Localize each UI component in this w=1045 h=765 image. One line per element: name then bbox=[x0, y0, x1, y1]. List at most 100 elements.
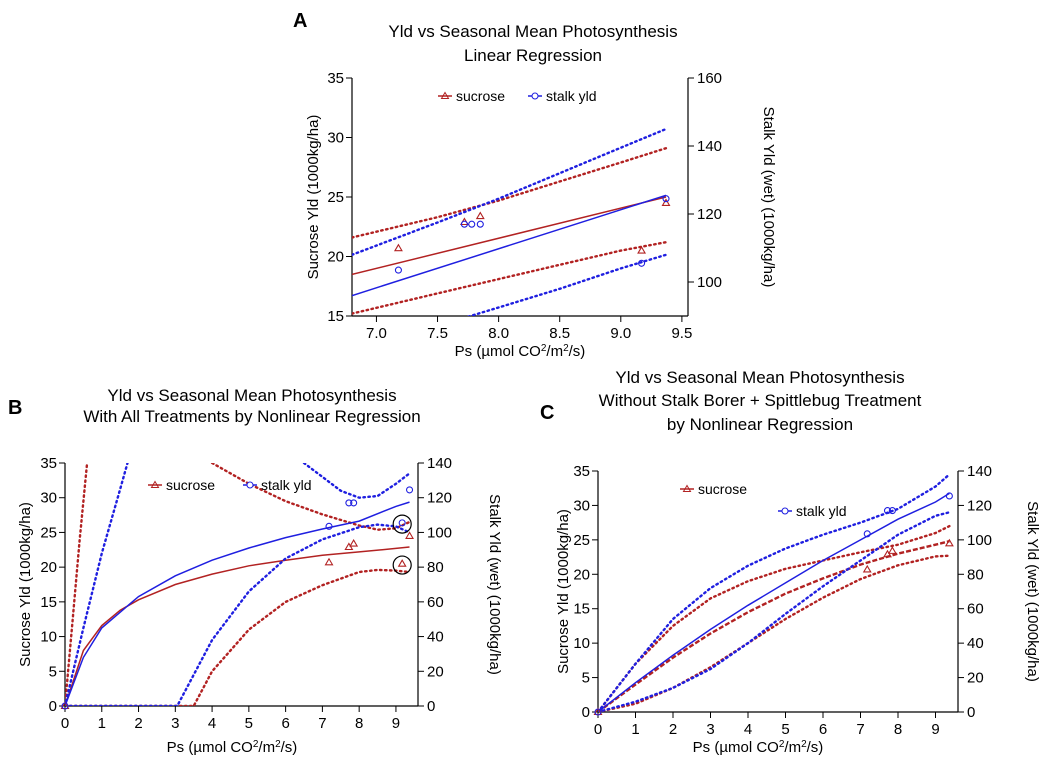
y-tick-label-left: 25 bbox=[40, 524, 57, 541]
x-tick-label: 1 bbox=[631, 721, 639, 738]
highlight-circle bbox=[392, 514, 412, 534]
stalk-ci-band bbox=[302, 463, 411, 499]
y-tick-label-left: 10 bbox=[573, 635, 590, 652]
y-tick-label-left: 10 bbox=[40, 629, 57, 646]
y-axis-label-left: Sucrose Yld (1000kg/ha) bbox=[305, 115, 322, 280]
stalk-point bbox=[325, 522, 333, 530]
sucrose-point bbox=[475, 211, 485, 220]
stalk-point bbox=[662, 195, 670, 203]
sucrose-point bbox=[637, 245, 647, 254]
legend-sucrose-marker bbox=[440, 91, 450, 99]
sucrose-ci-band bbox=[598, 524, 951, 712]
y-axis-label-right: Stalk Yld (wet) (1000kg/ha) bbox=[486, 494, 503, 675]
stalk-point bbox=[888, 507, 896, 515]
stalk-point bbox=[594, 708, 602, 716]
y-tick-label-left: 20 bbox=[327, 249, 344, 266]
y-tick-label-left: 30 bbox=[40, 490, 57, 507]
y-tick-label-right: 140 bbox=[427, 455, 452, 472]
y-tick-label-left: 25 bbox=[327, 189, 344, 206]
y-tick-label-left: 20 bbox=[573, 566, 590, 583]
x-tick-label: 4 bbox=[744, 721, 752, 738]
y-tick-label-left: 15 bbox=[327, 308, 344, 325]
y-tick-label-right: 100 bbox=[427, 524, 452, 541]
x-tick-label: 2 bbox=[134, 715, 142, 732]
y-tick-label-right: 140 bbox=[967, 463, 992, 480]
x-tick-label: 6 bbox=[281, 715, 289, 732]
x-tick-label: 5 bbox=[245, 715, 253, 732]
legend-sucrose-label: sucrose bbox=[456, 88, 505, 104]
y-axis-label-right: Stalk Yld (wet) (1000kg/ha) bbox=[760, 107, 777, 288]
y-tick-label-left: 20 bbox=[40, 559, 57, 576]
y-tick-label-left: 0 bbox=[49, 698, 57, 715]
x-tick-label: 7.0 bbox=[366, 325, 387, 342]
chart-title-line: With All Treatments by Nonlinear Regress… bbox=[83, 407, 420, 426]
x-tick-label: 0 bbox=[61, 715, 69, 732]
stalk-ci-band bbox=[65, 463, 129, 706]
y-axis-label-right: Stalk Yld (wet) (1000kg/ha) bbox=[1024, 501, 1041, 682]
stalk-point bbox=[345, 499, 353, 507]
y-tick-label-left: 15 bbox=[573, 601, 590, 618]
stalk-point bbox=[61, 702, 69, 710]
legend-sucrose-marker bbox=[682, 484, 692, 492]
y-tick-label-right: 40 bbox=[427, 629, 444, 646]
y-tick-label-right: 100 bbox=[697, 274, 722, 291]
sucrose-point bbox=[944, 538, 954, 547]
y-tick-label-right: 120 bbox=[427, 490, 452, 507]
sucrose-ci-band bbox=[65, 568, 411, 706]
sucrose-point bbox=[405, 531, 415, 539]
stalk-point bbox=[638, 259, 646, 267]
chart-title-line: Without Stalk Borer + Spittlebug Treatme… bbox=[599, 391, 922, 410]
stalk-point bbox=[405, 486, 414, 494]
x-tick-label: 9 bbox=[392, 715, 400, 732]
legend-stalk-marker bbox=[781, 507, 789, 515]
sucrose-point bbox=[397, 559, 407, 567]
stalk-ci-band bbox=[65, 523, 411, 706]
y-tick-label-right: 20 bbox=[427, 663, 444, 680]
x-tick-label: 0 bbox=[594, 721, 602, 738]
chart-title-line: Yld vs Seasonal Mean Photosynthesis bbox=[107, 386, 396, 405]
chart-title-line: Yld vs Seasonal Mean Photosynthesis bbox=[388, 22, 677, 41]
legend-stalk-label: stalk yld bbox=[546, 88, 597, 104]
plot-area bbox=[598, 473, 951, 712]
chart-title-line: Yld vs Seasonal Mean Photosynthesis bbox=[615, 368, 904, 387]
y-tick-label-right: 0 bbox=[967, 704, 975, 721]
y-tick-label-right: 60 bbox=[967, 601, 984, 618]
x-tick-label: 4 bbox=[208, 715, 216, 732]
sucrose-point bbox=[661, 198, 671, 206]
legend-sucrose-label: sucrose bbox=[166, 477, 215, 493]
x-tick-label: 6 bbox=[819, 721, 827, 738]
sucrose-fit-line bbox=[65, 546, 410, 706]
y-tick-label-right: 100 bbox=[967, 532, 992, 549]
y-tick-label-left: 35 bbox=[40, 455, 57, 472]
stalk-point bbox=[468, 220, 476, 228]
y-tick-label-right: 80 bbox=[427, 559, 444, 576]
y-tick-label-left: 35 bbox=[327, 70, 344, 87]
legend-sucrose-marker bbox=[150, 480, 160, 488]
y-tick-label-left: 0 bbox=[582, 704, 590, 721]
chart-title-line: Linear Regression bbox=[464, 46, 602, 65]
stalk-ci-band bbox=[598, 473, 951, 712]
x-tick-label: 8.0 bbox=[488, 325, 509, 342]
y-tick-label-right: 40 bbox=[967, 635, 984, 652]
legend-stalk-marker bbox=[531, 92, 539, 100]
x-tick-label: 7 bbox=[318, 715, 326, 732]
stalk-fit-line bbox=[65, 501, 410, 706]
stalk-point bbox=[350, 499, 358, 507]
x-tick-label: 8 bbox=[894, 721, 902, 738]
sucrose-point bbox=[887, 546, 897, 554]
sucrose-ci-band bbox=[210, 463, 411, 531]
y-tick-label-left: 30 bbox=[573, 497, 590, 514]
panel-b: B Yld vs Seasonal Mean Photosynthesis With… bbox=[8, 386, 503, 756]
sucrose-point bbox=[862, 564, 872, 573]
chart-title-line: by Nonlinear Regression bbox=[667, 415, 853, 434]
stalk-point bbox=[883, 507, 892, 515]
x-tick-label: 8.5 bbox=[549, 325, 570, 342]
x-axis-label: Ps (µmol CO2/m2/s) bbox=[167, 739, 298, 757]
sucrose-point bbox=[393, 243, 403, 252]
panel-a: A Yld vs Seasonal Mean Photosynthesis Line… bbox=[293, 10, 777, 360]
stalk-point bbox=[394, 266, 402, 274]
x-tick-label: 3 bbox=[171, 715, 179, 732]
plot-area bbox=[65, 463, 411, 706]
stalk-ci-band bbox=[598, 511, 951, 712]
